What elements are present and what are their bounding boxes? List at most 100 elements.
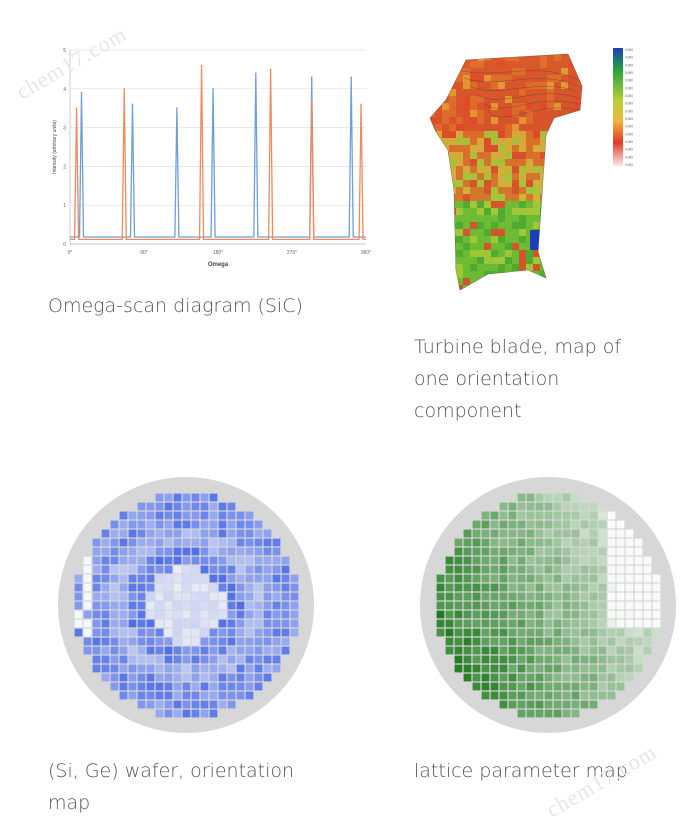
blade-cell: [470, 68, 477, 75]
blade-cell: [554, 145, 561, 152]
blade-cell: [449, 131, 456, 138]
lattice-cell: [634, 556, 643, 565]
blade-cell: [582, 138, 589, 145]
blade-cell: [463, 187, 470, 194]
wafer-cell: [128, 619, 137, 628]
lattice-cell: [598, 520, 607, 529]
lattice-cell: [472, 574, 481, 583]
blade-cell: [484, 117, 491, 124]
blade-cell: [540, 54, 547, 61]
wafer-cell: [236, 664, 245, 673]
blade-cell: [582, 180, 589, 187]
blade-cell: [435, 138, 442, 145]
blade-cell: [533, 264, 540, 271]
wafer-cell: [128, 673, 137, 682]
blade-cell: [456, 201, 463, 208]
lattice-cell: [499, 700, 508, 709]
lattice-cell: [544, 673, 553, 682]
blade-cell: [442, 124, 449, 131]
blade-cell: [435, 152, 442, 159]
blade-cell: [519, 264, 526, 271]
blade-cell: [561, 243, 568, 250]
wafer-cell: [146, 700, 155, 709]
blade-cell: [575, 82, 582, 89]
wafer-cell: [227, 538, 236, 547]
blade-cell: [484, 257, 491, 264]
blade-cell: [463, 61, 470, 68]
blade-cell: [449, 222, 456, 229]
lattice-cell: [481, 520, 490, 529]
blade-cell: [456, 117, 463, 124]
blade-cell: [463, 236, 470, 243]
blade-cell: [554, 201, 561, 208]
lattice-cell: [436, 628, 445, 637]
blade-cell: [561, 194, 568, 201]
lattice-cell: [607, 565, 616, 574]
wafer-cell: [173, 673, 182, 682]
lattice-cell: [481, 592, 490, 601]
wafer-cell: [182, 511, 191, 520]
lattice-cell: [625, 673, 634, 682]
blade-cell: [582, 89, 589, 96]
blade-cell: [568, 187, 575, 194]
lattice-cell: [535, 502, 544, 511]
blade-cell: [477, 194, 484, 201]
blade-cell: [533, 173, 540, 180]
lattice-cell: [571, 520, 580, 529]
wafer-cell: [191, 637, 200, 646]
blade-cell: [484, 243, 491, 250]
blade-cell: [561, 124, 568, 131]
lattice-cell: [607, 583, 616, 592]
wafer-cell: [137, 619, 146, 628]
wafer-cell: [191, 592, 200, 601]
lattice-cell: [526, 700, 535, 709]
blade-cell: [505, 82, 512, 89]
caption-turbine-line-1: Turbine blade, map of: [414, 336, 622, 358]
blade-cell: [491, 68, 498, 75]
blade-cell: [430, 208, 435, 215]
peak-point: [75, 107, 78, 109]
blade-cell: [491, 145, 498, 152]
blade-cell: [533, 222, 540, 229]
blade-cell: [449, 117, 456, 124]
lattice-cell: [607, 538, 616, 547]
wafer-cell: [146, 691, 155, 700]
blade-cell: [477, 117, 484, 124]
lattice-cell: [580, 601, 589, 610]
blade-cell: [547, 82, 554, 89]
blade-cell: [505, 61, 512, 68]
blade-cell: [449, 264, 456, 271]
blade-cell: [554, 131, 561, 138]
blade-cell: [512, 229, 519, 236]
blade-cell: [491, 159, 498, 166]
lattice-cell: [544, 592, 553, 601]
blade-cell: [526, 229, 533, 236]
lattice-cell: [463, 673, 472, 682]
blade-cell: [477, 145, 484, 152]
blade-cell: [442, 285, 449, 290]
blade-cell: [430, 257, 435, 264]
blade-cell: [442, 173, 449, 180]
blade-cell: [484, 187, 491, 194]
wafer-cell: [254, 664, 263, 673]
lattice-cell: [580, 592, 589, 601]
blade-cell: [442, 243, 449, 250]
blade-cell: [533, 250, 540, 257]
wafer-cell: [146, 583, 155, 592]
lattice-cell: [598, 601, 607, 610]
lattice-cell: [499, 511, 508, 520]
wafer-cell: [191, 547, 200, 556]
blade-cell: [533, 131, 540, 138]
blade-cell: [456, 222, 463, 229]
wafer-cell: [101, 574, 110, 583]
lattice-cell: [544, 574, 553, 583]
lattice-cell: [499, 610, 508, 619]
wafer-cell: [281, 646, 290, 655]
wafer-cell: [200, 592, 209, 601]
lattice-cell: [508, 511, 517, 520]
wafer-cell: [200, 628, 209, 637]
lattice-cell: [535, 583, 544, 592]
lattice-cell: [517, 709, 526, 718]
wafer-cell: [146, 628, 155, 637]
blade-cell: [442, 187, 449, 194]
